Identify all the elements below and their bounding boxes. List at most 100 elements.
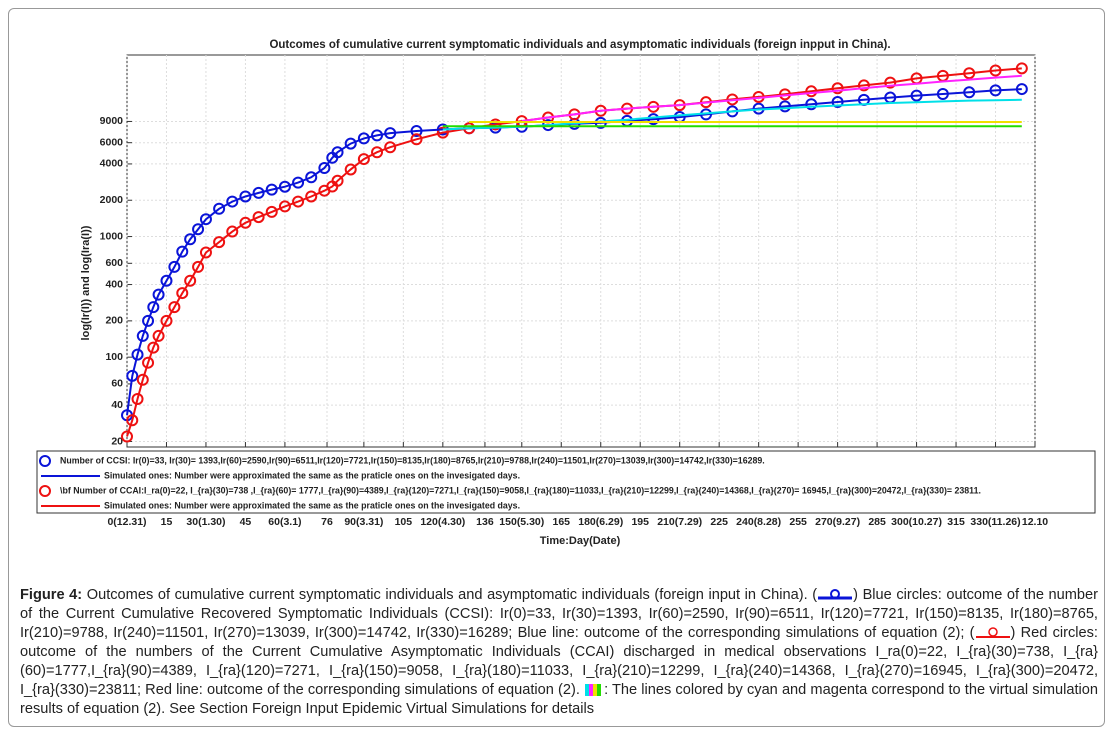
x-tick-label: 210(7.29) <box>657 516 702 528</box>
data-point <box>252 186 265 199</box>
y-tick-label: 4000 <box>100 158 124 170</box>
data-point <box>142 314 155 327</box>
x-tick-label: 150(5.30) <box>499 516 544 528</box>
data-point <box>126 414 139 427</box>
data-point <box>226 195 239 208</box>
data-point <box>371 146 384 159</box>
data-point <box>152 288 165 301</box>
blue-icon <box>818 589 853 600</box>
caption-text: Outcomes of cumulative current symptomat… <box>82 587 818 603</box>
x-tick-label: 285 <box>868 516 886 528</box>
x-tick-label: 330(11.26) <box>970 516 1020 528</box>
data-point <box>136 373 149 386</box>
y-tick-label: 60 <box>111 378 123 390</box>
legend-label: Number of CCSI: Ir(0)=33, Ir(30)= 1393,I… <box>60 455 765 465</box>
data-point <box>265 183 278 196</box>
data-point <box>278 180 291 193</box>
color-icon <box>585 684 602 697</box>
x-tick-label: 315 <box>947 516 965 528</box>
data-point <box>131 348 144 361</box>
data-point <box>278 200 291 213</box>
data-point <box>184 274 197 287</box>
data-point <box>136 329 149 342</box>
y-tick-label: 1000 <box>100 230 124 242</box>
x-tick-label: 30(1.30) <box>186 516 225 528</box>
data-point <box>357 132 370 145</box>
data-point <box>357 153 370 166</box>
data-point <box>331 174 344 187</box>
figure-frame <box>8 8 1105 727</box>
x-tick-label: 136 <box>476 516 494 528</box>
data-point <box>152 329 165 342</box>
caption-text: : The lines colored by cyan and magenta … <box>20 682 1099 717</box>
data-point <box>121 430 133 443</box>
data-point <box>176 287 189 300</box>
x-tick-label: 45 <box>240 516 252 528</box>
data-point <box>252 211 265 224</box>
data-point <box>292 195 305 208</box>
data-point <box>199 213 212 226</box>
series-line <box>521 74 1022 123</box>
data-point <box>160 274 173 287</box>
x-tick-label: 12.10 <box>1022 516 1048 528</box>
chart: Outcomes of cumulative current symptomat… <box>36 39 1096 547</box>
data-point <box>192 223 205 236</box>
data-point <box>318 162 331 175</box>
caption-text: ) Red circles: outcome of the numbers of… <box>20 625 1098 698</box>
x-tick-label: 0(12.31) <box>107 516 146 528</box>
data-point <box>384 141 397 154</box>
plot-area <box>126 54 1036 448</box>
series-line <box>126 67 1022 437</box>
data-point <box>168 301 181 314</box>
data-point <box>168 260 181 273</box>
data-point <box>410 133 423 146</box>
x-tick-label: 270(9.27) <box>815 516 860 528</box>
data-point <box>344 163 357 176</box>
data-point <box>176 245 189 258</box>
caption: Figure 4: Outcomes of cumulative current… <box>20 586 1098 719</box>
x-tick-label: 90(3.31) <box>344 516 383 528</box>
data-point <box>213 202 226 215</box>
x-tick-label: 60(3.1) <box>268 516 301 528</box>
x-tick-label: 165 <box>552 516 570 528</box>
data-point <box>192 260 205 273</box>
data-point <box>213 236 226 249</box>
x-tick-label: 120(4.30) <box>420 516 465 528</box>
data-point <box>344 137 357 150</box>
y-tick-label: 6000 <box>100 136 124 148</box>
y-tick-label: 40 <box>111 399 123 411</box>
data-point <box>147 301 160 314</box>
legend-label: Simulated ones: Number were approximated… <box>104 470 520 480</box>
data-point <box>147 341 160 354</box>
x-tick-label: 105 <box>395 516 413 528</box>
x-tick-label: 225 <box>710 516 728 528</box>
data-point <box>142 356 155 369</box>
y-tick-label: 600 <box>105 257 123 269</box>
data-point <box>265 205 278 218</box>
data-point <box>292 176 305 189</box>
x-tick-label: 76 <box>321 516 333 528</box>
y-tick-label: 400 <box>105 278 123 290</box>
data-point <box>199 246 212 259</box>
y-axis-label: log(Ir(I)) and log(Ira(I)) <box>80 225 92 340</box>
caption-label: Figure 4: <box>20 587 83 603</box>
data-point <box>239 190 252 203</box>
legend-marker <box>39 485 51 497</box>
chart-title: Outcomes of cumulative current symptomat… <box>269 39 890 51</box>
data-point <box>226 225 239 238</box>
x-tick-label: 180(6.29) <box>578 516 623 528</box>
legend-label: \bf Number of CCAI:I_ra(0)=22, I_{ra}(30… <box>60 485 981 495</box>
data-point <box>305 171 318 184</box>
series-line <box>126 88 1022 416</box>
caption-text: ) Blue circles: outcome of the number of… <box>20 587 1099 641</box>
legend-box <box>36 450 1096 514</box>
data-point <box>131 393 144 406</box>
data-point <box>160 314 173 327</box>
x-axis-label: Time:Day(Date) <box>540 535 621 547</box>
y-tick-label: 20 <box>111 435 123 447</box>
data-point <box>184 233 197 246</box>
legend-label: Simulated ones: Number were approximated… <box>104 500 520 510</box>
x-tick-label: 255 <box>789 516 807 528</box>
y-tick-label: 100 <box>105 351 123 363</box>
